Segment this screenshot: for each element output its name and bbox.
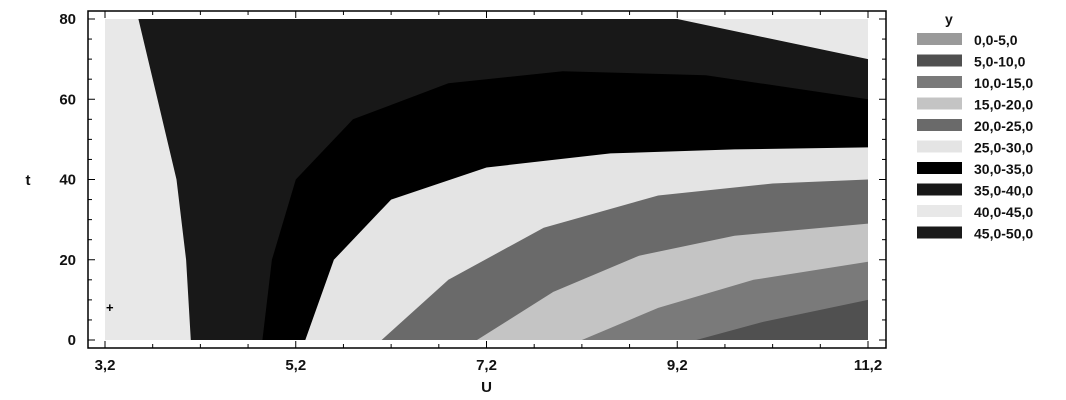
legend-title: y xyxy=(945,11,953,27)
legend-label: 0,0-5,0 xyxy=(974,32,1018,48)
legend-label: 25,0-30,0 xyxy=(974,140,1033,156)
legend-swatch xyxy=(917,76,962,88)
y-tick-label: 0 xyxy=(68,332,76,349)
legend-swatch xyxy=(917,226,962,239)
legend-label: 45,0-50,0 xyxy=(974,226,1033,242)
legend-swatch xyxy=(917,205,962,217)
legend-swatch xyxy=(917,162,962,174)
legend-swatch xyxy=(917,183,962,196)
y-tick-label: 60 xyxy=(59,91,76,108)
legend-swatch xyxy=(917,33,962,45)
x-tick-label: 3,2 xyxy=(95,357,116,374)
legend-label: 40,0-45,0 xyxy=(974,204,1033,220)
marker-0: + xyxy=(106,300,114,315)
axis-ticks xyxy=(88,11,886,348)
y-tick-label: 20 xyxy=(59,252,76,269)
y-tick-label: 80 xyxy=(59,11,76,28)
legend-label: 35,0-40,0 xyxy=(974,183,1033,199)
legend-label: 20,0-25,0 xyxy=(974,118,1033,134)
x-axis-title: U xyxy=(481,379,492,396)
y-axis-title: t xyxy=(26,172,31,189)
data-markers: + xyxy=(106,300,114,315)
x-tick-label: 5,2 xyxy=(285,357,306,374)
legend-swatch xyxy=(917,54,962,67)
legend-label: 15,0-20,0 xyxy=(974,97,1033,113)
legend-label: 5,0-10,0 xyxy=(974,54,1026,70)
legend-swatch xyxy=(917,140,962,153)
contour-region-7 xyxy=(696,299,868,340)
y-tick-labels: 0 20 40 60 80 xyxy=(59,11,76,349)
x-tick-label: 7,2 xyxy=(476,357,497,374)
legend: y 0,0-5,0 5,0-10,0 10,0-15,0 15,0-20,0 20,0-… xyxy=(917,11,1033,242)
legend-swatch xyxy=(917,97,962,110)
x-tick-labels: 3,2 5,2 7,2 9,2 11,2 xyxy=(95,357,883,374)
contour-regions xyxy=(105,19,868,340)
legend-label: 30,0-35,0 xyxy=(974,161,1033,177)
y-tick-label: 40 xyxy=(59,172,76,189)
x-tick-label: 11,2 xyxy=(854,357,882,374)
legend-label: 10,0-15,0 xyxy=(974,75,1033,91)
legend-swatch xyxy=(917,119,962,131)
x-tick-label: 9,2 xyxy=(667,357,688,374)
